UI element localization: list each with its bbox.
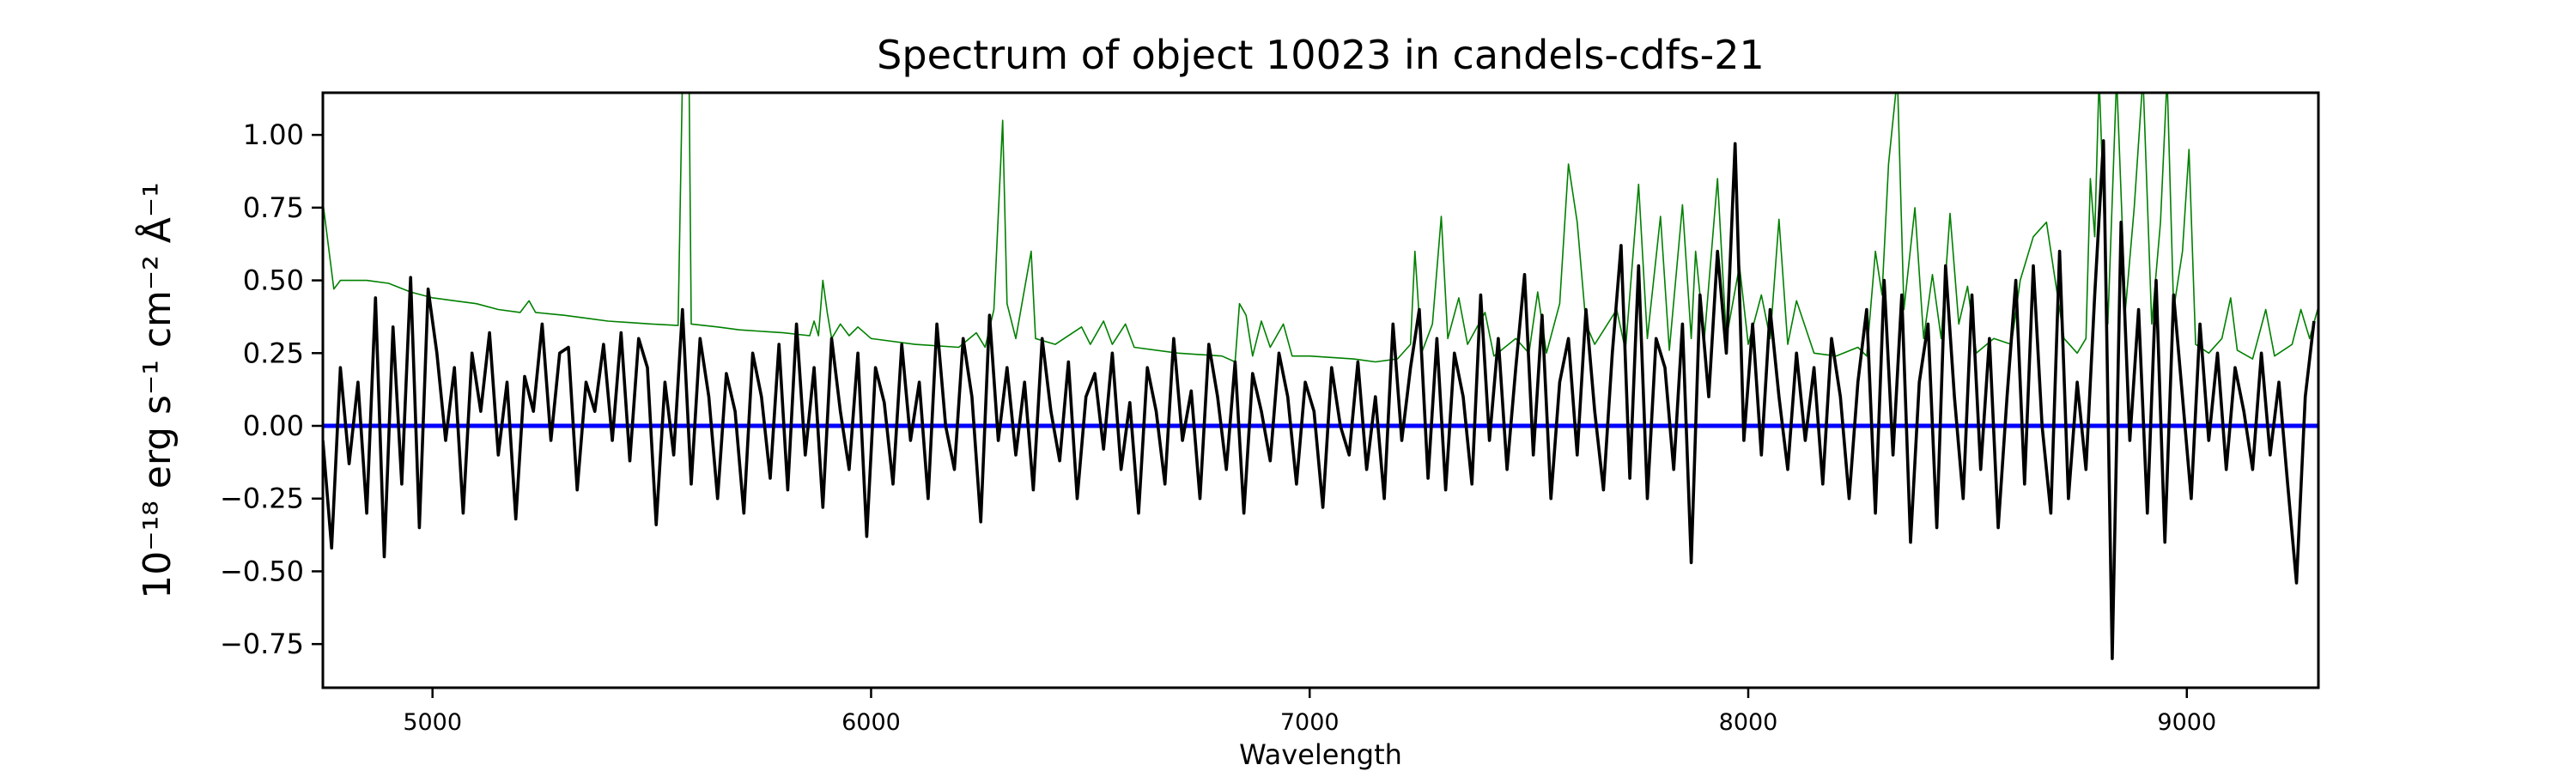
y-tick-label: −0.50 [220, 555, 304, 587]
y-axis: 1.00 0.75 0.50 0.25 0.00 −0.25 −0.50 −0.75 [220, 118, 323, 660]
x-tick-label: 9000 [2157, 709, 2216, 736]
flux-line [323, 139, 2316, 660]
sky-error-line [323, 93, 2318, 363]
series-layer [323, 93, 2318, 660]
y-tick-label: 0.25 [243, 337, 304, 369]
x-tick-label: 6000 [841, 709, 901, 736]
x-axis: 5000 6000 7000 8000 9000 [403, 688, 2216, 736]
y-tick-label: 0.75 [243, 191, 304, 224]
y-tick-label: 1.00 [243, 118, 304, 151]
y-axis-label: 10⁻¹⁸ erg s⁻¹ cm⁻² Å⁻¹ [134, 182, 179, 598]
y-tick-label: 0.50 [243, 264, 304, 297]
x-tick-label: 5000 [403, 709, 462, 736]
y-tick-label: 0.00 [243, 410, 304, 442]
plot-frame [321, 91, 2320, 689]
x-tick-label: 7000 [1280, 709, 1340, 736]
y-tick-label: −0.75 [220, 628, 304, 660]
chart-title: Spectrum of object 10023 in candels-cdfs… [877, 32, 1765, 78]
x-axis-label: Wavelength [1239, 738, 1402, 771]
y-tick-label: −0.25 [220, 483, 304, 515]
x-tick-label: 8000 [1719, 709, 1778, 736]
